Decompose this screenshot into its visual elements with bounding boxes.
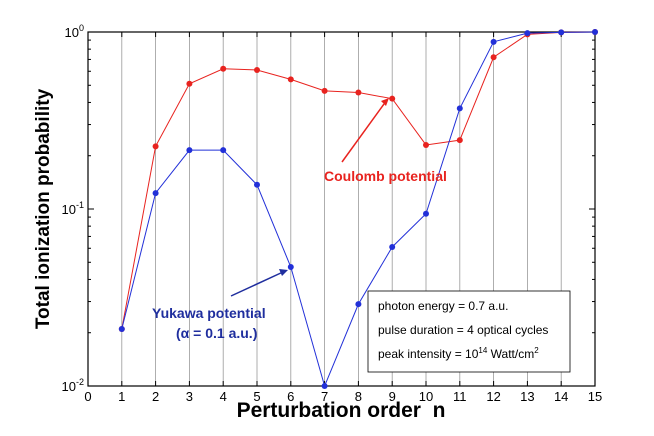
x-tick-label: 0	[84, 389, 91, 404]
info-box: photon energy = 0.7 a.u. pulse duration …	[367, 290, 571, 373]
coulomb-data-point	[186, 80, 193, 87]
x-tick-label: 11	[453, 389, 467, 404]
x-axis-title: Perturbation order n	[237, 399, 446, 422]
x-tick-label: 8	[355, 389, 362, 404]
x-tick-label: 15	[588, 389, 602, 404]
coulomb-data-point	[355, 89, 362, 96]
coulomb-data-point	[456, 137, 463, 144]
y-tick-label: 10-1	[62, 200, 84, 217]
y-tick-label: 100	[65, 23, 84, 40]
coulomb-data-point	[490, 54, 497, 61]
yukawa-data-point	[220, 147, 227, 154]
yukawa-annotation-line2: (α = 0.1 a.u.)	[176, 325, 257, 341]
x-axis-ticks: 0 1 2 3 4 5 6 7 8 9 10 11 12 13 14 15	[84, 32, 602, 404]
x-tick-label: 14	[554, 389, 568, 404]
coulomb-data-point	[423, 141, 429, 148]
x-tick-label: 5	[253, 389, 260, 404]
yukawa-data-point	[287, 264, 294, 271]
yukawa-data-point	[186, 147, 193, 154]
x-tick-label: 7	[321, 389, 328, 404]
yukawa-data-point	[321, 383, 328, 389]
plot-frame	[87, 31, 596, 387]
x-tick-label: 4	[220, 389, 227, 404]
yukawa-data-point	[456, 105, 463, 112]
x-tick-label: 3	[186, 389, 193, 404]
coulomb-data-point	[389, 95, 396, 102]
info-peak-intensity: peak intensity = 1014 Watt/cm2	[378, 346, 539, 361]
coulomb-data-point	[287, 76, 294, 83]
y-axis-title: Total ionization probability	[33, 88, 54, 329]
yukawa-data-point	[490, 38, 497, 45]
yukawa-data-point	[118, 325, 125, 332]
x-tick-label: 12	[486, 389, 500, 404]
yukawa-data-point	[389, 243, 396, 250]
info-pulse-duration: pulse duration = 4 optical cycles	[378, 323, 548, 337]
yukawa-data-point	[355, 301, 362, 308]
coulomb-data-point	[220, 65, 227, 72]
coulomb-arrow	[341, 98, 389, 163]
y-axis-ticks: 100 10-1 10-2	[62, 23, 595, 394]
x-tick-label: 9	[389, 389, 396, 404]
series-layer	[118, 29, 598, 389]
x-tick-label: 10	[419, 389, 433, 404]
x-tick-label: 13	[520, 389, 534, 404]
yukawa-data-point	[423, 210, 429, 217]
coulomb-data-point	[152, 143, 159, 150]
yukawa-data-point	[254, 181, 260, 188]
x-tick-label: 1	[118, 389, 125, 404]
yukawa-data-point	[152, 190, 159, 197]
yukawa-data-point	[558, 29, 565, 36]
y-tick-label: 10-2	[62, 377, 84, 394]
yukawa-data-point	[592, 29, 598, 35]
yukawa-arrow	[230, 269, 288, 297]
info-photon-energy: photon energy = 0.7 a.u.	[378, 299, 508, 313]
yukawa-annotation-line1: Yukawa potential	[152, 305, 266, 321]
coulomb-data-point	[321, 87, 328, 94]
coulomb-annotation: Coulomb potential	[324, 168, 447, 184]
coulomb-data-point	[254, 66, 260, 73]
yukawa-data-point	[524, 30, 531, 37]
x-tick-label: 6	[287, 389, 294, 404]
x-tick-label: 2	[152, 389, 159, 404]
